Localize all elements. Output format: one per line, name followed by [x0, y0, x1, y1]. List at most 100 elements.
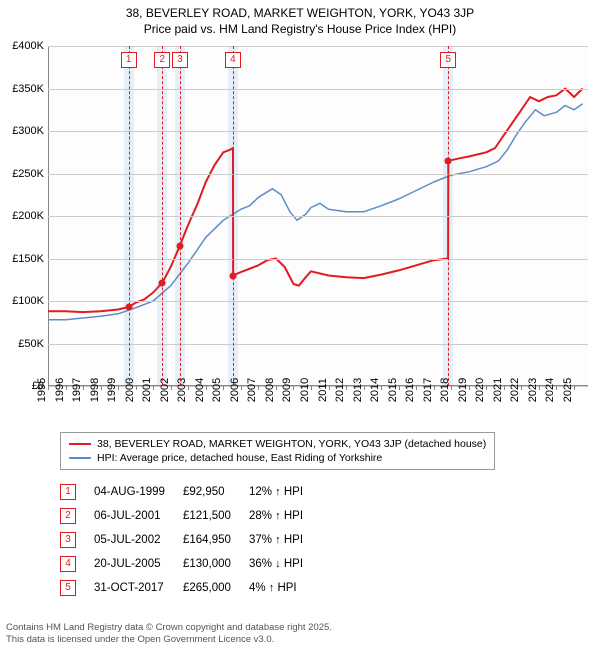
ytick-label: £100K: [12, 295, 44, 307]
xtick-label: 2004: [194, 378, 206, 402]
xtick: [451, 386, 452, 390]
ytick-label: £50K: [18, 338, 44, 350]
xtick: [469, 386, 470, 390]
chart-title: 38, BEVERLEY ROAD, MARKET WEIGHTON, YORK…: [0, 0, 600, 20]
xtick: [486, 386, 487, 390]
legend-label: 38, BEVERLEY ROAD, MARKET WEIGHTON, YORK…: [97, 438, 486, 450]
xtick: [118, 386, 119, 390]
chart-subtitle: Price paid vs. HM Land Registry's House …: [0, 20, 600, 36]
xtick: [574, 386, 575, 390]
sale-marker-number: 5: [440, 52, 456, 68]
sale-date: 20-JUL-2005: [94, 552, 183, 576]
xtick-label: 2022: [509, 378, 521, 402]
sale-marker-number: 3: [172, 52, 188, 68]
xtick-label: 2001: [141, 378, 153, 402]
xtick-label: 2014: [369, 378, 381, 402]
ytick-label: £300K: [12, 125, 44, 137]
xtick: [136, 386, 137, 390]
xtick: [276, 386, 277, 390]
xtick: [293, 386, 294, 390]
sale-delta: 28% ↑ HPI: [249, 504, 321, 528]
sale-marker-number: 2: [154, 52, 170, 68]
xtick-label: 2020: [474, 378, 486, 402]
xtick-label: 2025: [562, 378, 574, 402]
xtick: [223, 386, 224, 390]
xtick-label: 2005: [211, 378, 223, 402]
sale-delta: 4% ↑ HPI: [249, 576, 321, 600]
xtick: [416, 386, 417, 390]
sale-price: £92,950: [183, 480, 249, 504]
sale-dot: [445, 157, 452, 164]
ytick-label: £350K: [12, 83, 44, 95]
xtick-label: 1996: [53, 378, 65, 402]
xtick-label: 2007: [246, 378, 258, 402]
xtick-label: 2021: [492, 378, 504, 402]
xtick: [556, 386, 557, 390]
xtick-label: 1998: [88, 378, 100, 402]
sale-marker-line: [233, 46, 234, 386]
ytick-label: £250K: [12, 168, 44, 180]
xtick: [153, 386, 154, 390]
xtick-label: 1999: [106, 378, 118, 402]
sales-table-row: 5 31-OCT-2017£265,0004% ↑ HPI: [60, 576, 321, 600]
xtick-label: 2015: [386, 378, 398, 402]
sale-price: £265,000: [183, 576, 249, 600]
legend-swatch: [69, 457, 91, 459]
sales-table-row: 206-JUL-2001£121,50028% ↑ HPI: [60, 504, 321, 528]
sales-table-row: 104-AUG-1999£92,95012% ↑ HPI: [60, 480, 321, 504]
legend-row: HPI: Average price, detached house, East…: [69, 451, 486, 465]
sale-marker-number: 1: [121, 52, 137, 68]
legend-row: 38, BEVERLEY ROAD, MARKET WEIGHTON, YORK…: [69, 437, 486, 451]
sales-table: 104-AUG-1999£92,95012% ↑ HPI206-JUL-2001…: [60, 480, 321, 600]
chart-plot-area: £0£50K£100K£150K£200K£250K£300K£350K£400…: [48, 46, 588, 386]
xtick-label: 2013: [351, 378, 363, 402]
xtick-label: 2024: [544, 378, 556, 402]
xtick: [539, 386, 540, 390]
sale-price: £130,000: [183, 552, 249, 576]
sale-number-box: 5: [60, 580, 76, 596]
sale-number-box: 2: [60, 508, 76, 524]
xtick-label: 2019: [457, 378, 469, 402]
sales-table-row: 4 20-JUL-2005£130,00036% ↓ HPI: [60, 552, 321, 576]
xtick-label: 2016: [404, 378, 416, 402]
ytick-label: £200K: [12, 210, 44, 222]
xtick: [48, 386, 49, 390]
sales-table-row: 305-JUL-2002£164,95037% ↑ HPI: [60, 528, 321, 552]
xtick: [188, 386, 189, 390]
sale-dot: [125, 303, 132, 310]
legend-swatch: [69, 443, 91, 445]
sale-date: 04-AUG-1999: [94, 480, 183, 504]
sale-delta: 12% ↑ HPI: [249, 480, 321, 504]
sale-number-box: 4: [60, 556, 76, 572]
xtick-label: 2012: [334, 378, 346, 402]
xtick-label: 2009: [281, 378, 293, 402]
xtick-label: 2008: [264, 378, 276, 402]
chart-container: 38, BEVERLEY ROAD, MARKET WEIGHTON, YORK…: [0, 0, 600, 650]
xtick-label: 2002: [158, 378, 170, 402]
xtick-label: 2006: [229, 378, 241, 402]
xtick: [399, 386, 400, 390]
xtick: [241, 386, 242, 390]
legend-label: HPI: Average price, detached house, East…: [97, 452, 382, 464]
sale-price: £121,500: [183, 504, 249, 528]
sale-delta: 36% ↓ HPI: [249, 552, 321, 576]
xtick: [83, 386, 84, 390]
legend-box: 38, BEVERLEY ROAD, MARKET WEIGHTON, YORK…: [60, 432, 495, 470]
xtick: [258, 386, 259, 390]
xtick-label: 2003: [176, 378, 188, 402]
sale-date: 31-OCT-2017: [94, 576, 183, 600]
sale-dot: [159, 279, 166, 286]
ytick-label: £150K: [12, 253, 44, 265]
sale-dot: [176, 242, 183, 249]
xtick: [311, 386, 312, 390]
sale-delta: 37% ↑ HPI: [249, 528, 321, 552]
sale-dot: [229, 272, 236, 279]
xtick: [171, 386, 172, 390]
sale-marker-line: [180, 46, 181, 386]
sale-marker-line: [448, 46, 449, 386]
sale-date: 05-JUL-2002: [94, 528, 183, 552]
sale-price: £164,950: [183, 528, 249, 552]
xtick: [206, 386, 207, 390]
footer-line-2: This data is licensed under the Open Gov…: [6, 634, 332, 646]
xtick-label: 2023: [527, 378, 539, 402]
